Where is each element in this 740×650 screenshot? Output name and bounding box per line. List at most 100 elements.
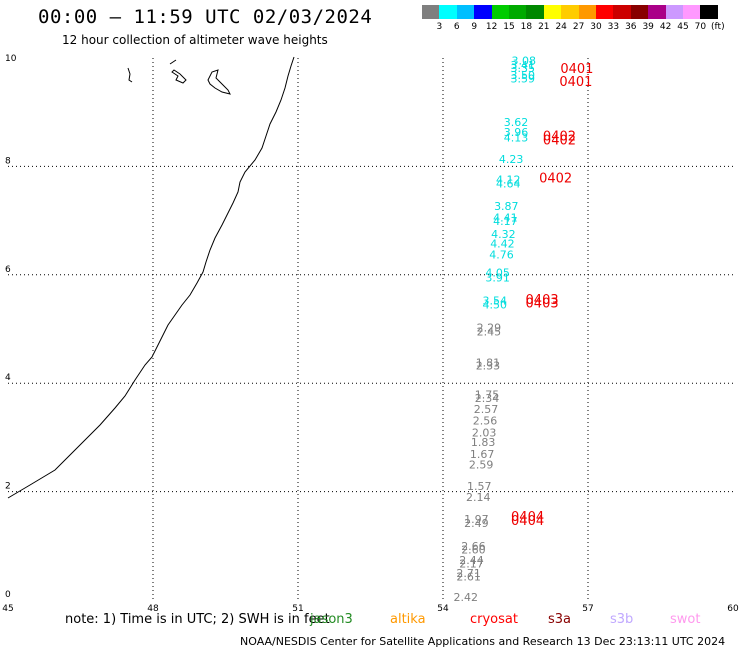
wave-height-label: 4.32 xyxy=(491,228,516,241)
pass-time-label: 0402 xyxy=(539,172,572,187)
colorbar-label: 33 xyxy=(607,22,620,32)
wave-height-label: 2.45 xyxy=(477,326,502,339)
lat-tick-label: 2 xyxy=(5,482,11,492)
colorbar-label: (ft) xyxy=(711,22,725,32)
wave-height-label: 3.87 xyxy=(494,200,519,213)
colorbar-swatch xyxy=(456,5,475,19)
coastline xyxy=(7,56,295,499)
footer-note: note: 1) Time is in UTC; 2) SWH is in fe… xyxy=(65,612,330,627)
wave-observations: 2.292.45 1.812.33 1.752.342.572.562.031.83… xyxy=(453,55,593,605)
island-1 xyxy=(127,67,133,83)
colorbar-swatch xyxy=(683,5,701,19)
wave-height-label: 2.61 xyxy=(456,570,481,583)
wave-height-label: 3.96 xyxy=(504,126,529,139)
legend-jason3: jason3 xyxy=(310,612,353,627)
wave-height-label: 4.41 xyxy=(493,212,518,225)
pass-time-label: 0401 xyxy=(559,75,592,90)
map-subtitle: 12 hour collection of altimeter wave hei… xyxy=(62,33,328,47)
wave-height-label: 3.08 xyxy=(511,55,536,68)
wave-height-label: 2.49 xyxy=(464,517,489,530)
wave-height-label: 1.97 xyxy=(464,513,489,526)
wave-height-label: 2.71 xyxy=(456,567,481,580)
colorbar-label: 36 xyxy=(625,22,637,32)
wave-height-label: 2.60 xyxy=(461,543,486,556)
wave-height-label: 1.67 xyxy=(470,448,495,461)
wave-height-label: 2.34 xyxy=(475,392,500,405)
wave-height-label: 1.75 xyxy=(475,388,500,401)
legend-cryosat: cryosat xyxy=(470,612,518,627)
wave-height-label: 3.59 xyxy=(511,72,536,85)
wave-height-label: 2.44 xyxy=(459,554,484,567)
wave-height-label: 3.50 xyxy=(511,69,536,82)
pass-time-label: 0402 xyxy=(543,134,576,149)
colorbar-label: 39 xyxy=(642,22,654,32)
legend-swot: swot xyxy=(670,612,701,627)
wave-height-label: 4.17 xyxy=(493,215,518,228)
colorbar-label: 9 xyxy=(471,22,478,32)
colorbar-swatch xyxy=(474,5,493,19)
wave-height-label: 4.05 xyxy=(485,266,510,279)
colorbar-label: 30 xyxy=(590,22,602,32)
lon-tick-label: 48 xyxy=(147,604,159,614)
lat-tick-label: 10 xyxy=(5,54,17,64)
colorbar-label: 21 xyxy=(538,22,550,32)
lat-tick-label: 4 xyxy=(5,373,11,383)
colorbar-swatch xyxy=(613,5,632,19)
wave-height-label: 2.29 xyxy=(477,322,502,335)
colorbar-swatch xyxy=(439,5,458,19)
lon-tick-label: 57 xyxy=(582,604,593,614)
legend-s3b: s3b xyxy=(610,612,634,627)
lon-tick-label: 60 xyxy=(727,604,739,614)
wave-height-label: 2.03 xyxy=(472,426,497,439)
wave-height-label: 1.57 xyxy=(467,480,492,493)
wave-height-label: 4.76 xyxy=(489,249,514,262)
colorbar-label: 42 xyxy=(659,22,672,32)
colorbar-label: 6 xyxy=(453,22,460,32)
wave-height-label: 4.13 xyxy=(504,131,529,144)
wave-height-label: 4.42 xyxy=(490,238,515,251)
colorbar-label: 3 xyxy=(436,22,443,32)
coastline-path xyxy=(7,56,295,499)
colorbar-swatch xyxy=(526,5,545,19)
lat-tick-label: 0 xyxy=(5,590,11,600)
wave-height-label: 4.50 xyxy=(482,298,507,311)
wave-height-label: 2.17 xyxy=(459,557,484,570)
pass-time-label: 0403 xyxy=(526,296,559,311)
map-gridlines xyxy=(8,58,733,600)
wave-height-label: 3.54 xyxy=(482,295,507,308)
wave-height-label: 2.66 xyxy=(461,540,486,553)
colorbar-swatch xyxy=(630,5,649,19)
pass-time-label: 0404 xyxy=(511,510,544,525)
wave-height-label: 4.64 xyxy=(496,178,521,191)
colorbar-label: 12 xyxy=(485,22,498,32)
island-2 xyxy=(169,59,187,84)
colorbar-label: 15 xyxy=(503,22,515,32)
wave-height-label: 1.81 xyxy=(476,356,501,369)
wave-height-label: 2.57 xyxy=(474,403,499,416)
colorbar-label: 24 xyxy=(555,22,567,32)
wave-height-label: 2.42 xyxy=(453,591,478,604)
wave-height-label: 3.35 xyxy=(511,62,536,75)
pass-time-label: 0404 xyxy=(511,514,544,529)
pass-time-label: 0401 xyxy=(560,62,593,77)
island-3 xyxy=(207,69,231,95)
wave-height-label: 1.83 xyxy=(471,436,496,449)
wave-height-label: 3.41 xyxy=(511,59,536,72)
legend-s3a: s3a xyxy=(548,612,572,627)
lon-tick-label: 45 xyxy=(2,604,13,614)
colorbar-swatch xyxy=(648,5,667,19)
colorbar-swatch xyxy=(509,5,527,19)
colorbar-label: 18 xyxy=(520,22,533,32)
colorbar-swatch xyxy=(422,5,440,19)
wave-height-label: 4.23 xyxy=(499,153,524,166)
footer-credit: NOAA/NESDIS Center for Satellite Applica… xyxy=(240,635,726,648)
colorbar-label: 27 xyxy=(572,22,585,32)
wave-height-label: 2.56 xyxy=(473,414,498,427)
colorbar-swatch xyxy=(700,5,719,19)
lat-tick-label: 8 xyxy=(5,156,11,166)
colorbar-swatch xyxy=(665,5,684,19)
colorbar-swatch xyxy=(491,5,510,19)
axis-tick-labels: 45 48 51 54 57 60 0 2 4 6 8 10 xyxy=(2,54,739,614)
map-title: 00:00 – 11:59 UTC 02/03/2024 xyxy=(38,6,373,28)
